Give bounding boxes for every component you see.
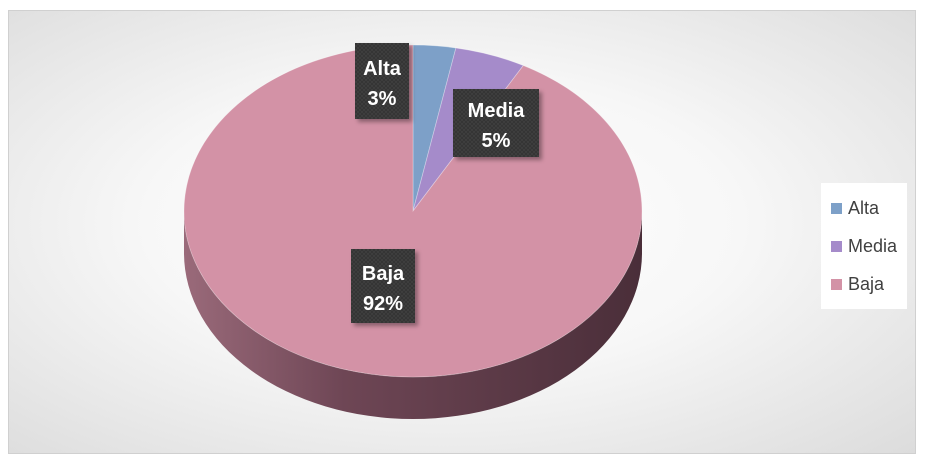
data-label-name-baja: Baja	[362, 263, 405, 285]
legend-item-baja: Baja	[831, 265, 907, 303]
data-label-media: Media 5%	[453, 89, 539, 157]
data-label-percent-media: 5%	[482, 130, 511, 152]
pie-slice-alta	[412, 44, 457, 212]
pie-chart: Alta 3% Media 5% Baja 92%	[183, 43, 643, 419]
legend-label-media: Media	[848, 235, 898, 256]
data-label-name-alta: Alta	[363, 58, 402, 80]
data-label-percent-baja: 92%	[363, 293, 403, 315]
legend-item-media: Media	[831, 227, 907, 265]
legend-item-alta: Alta	[831, 189, 907, 227]
legend-swatch-media	[831, 240, 842, 252]
data-label-percent-alta: 3%	[368, 88, 397, 110]
data-label-box-media	[453, 89, 539, 157]
pie-side-wall-baja	[184, 211, 642, 419]
legend-label-alta: Alta	[848, 197, 880, 218]
pie-side-wall	[184, 211, 642, 419]
data-label-alta: Alta 3%	[355, 43, 409, 119]
pie-top-face	[183, 44, 643, 378]
pie-slice-baja	[183, 44, 643, 378]
legend-swatch-baja	[831, 278, 842, 290]
legend-label-baja: Baja	[848, 273, 885, 294]
data-label-box-alta	[355, 43, 409, 119]
data-label-name-media: Media	[468, 100, 526, 122]
legend-swatch-alta	[831, 202, 842, 214]
pie-data-labels: Alta 3% Media 5% Baja 92%	[351, 43, 539, 323]
legend: Alta Media Baja	[821, 183, 907, 309]
chart-area: Alta 3% Media 5% Baja 92% Alta Media Baja	[8, 10, 916, 454]
data-label-baja: Baja 92%	[351, 249, 415, 323]
data-label-box-baja	[351, 249, 415, 323]
